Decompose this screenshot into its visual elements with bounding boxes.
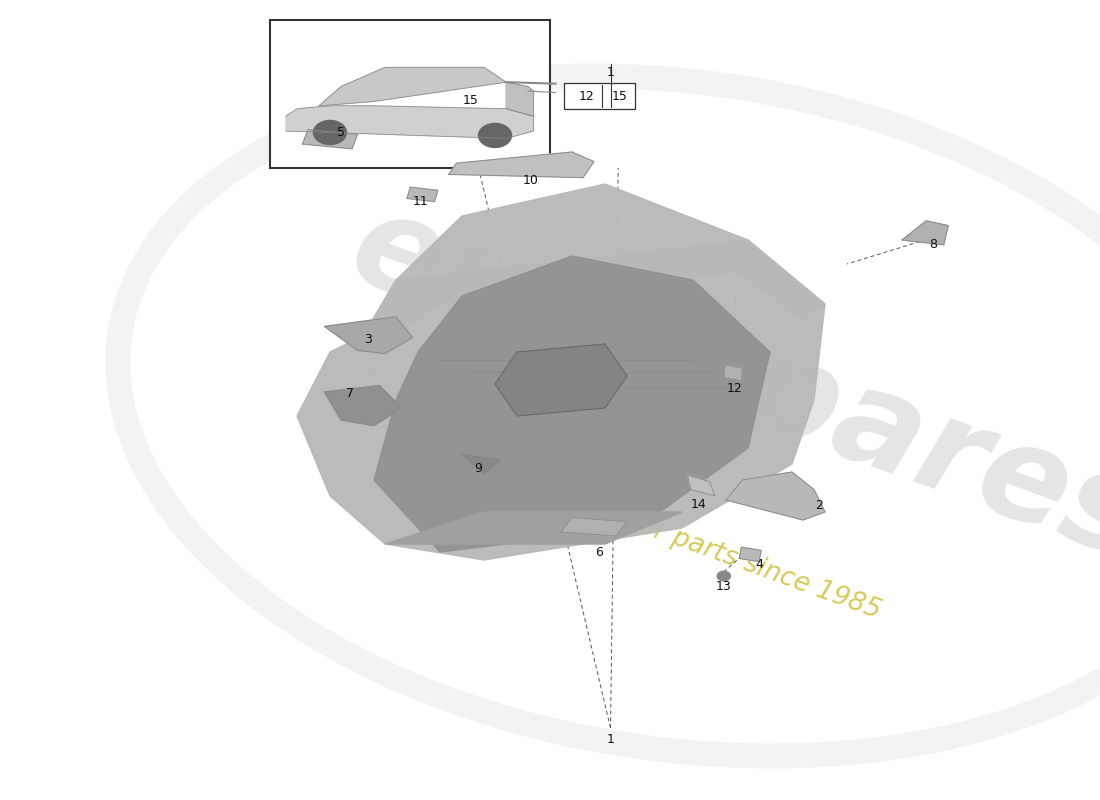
Text: 12: 12 [727,382,742,394]
Circle shape [314,121,346,145]
Text: 12: 12 [579,90,594,102]
Polygon shape [374,256,770,552]
Text: 5: 5 [337,126,345,138]
Polygon shape [407,187,438,202]
Polygon shape [319,67,506,106]
Text: a passion for parts since 1985: a passion for parts since 1985 [502,464,884,624]
Text: 14: 14 [691,498,706,510]
Polygon shape [724,365,743,381]
Text: 3: 3 [364,333,373,346]
Text: 11: 11 [412,195,428,208]
Text: 8: 8 [928,238,937,250]
Polygon shape [449,152,594,178]
Polygon shape [363,240,825,336]
Polygon shape [739,547,761,562]
Polygon shape [902,221,948,245]
Text: 6: 6 [595,546,604,558]
Polygon shape [561,518,627,536]
Text: 7: 7 [345,387,354,400]
Circle shape [717,571,730,581]
Circle shape [478,123,512,147]
Text: 4: 4 [755,558,763,570]
Polygon shape [726,472,825,520]
FancyBboxPatch shape [564,83,635,109]
Polygon shape [495,344,627,416]
Text: 15: 15 [612,90,627,102]
Text: 9: 9 [474,462,483,474]
Polygon shape [324,386,402,426]
Text: eurospares: eurospares [334,182,1100,586]
Text: 15: 15 [463,94,478,106]
Polygon shape [462,454,501,474]
Text: 2: 2 [815,499,824,512]
Polygon shape [385,512,682,544]
Polygon shape [688,475,715,496]
Text: 13: 13 [716,580,732,593]
Polygon shape [286,106,534,138]
Text: 1: 1 [606,66,615,78]
Polygon shape [506,82,534,116]
Polygon shape [302,130,358,149]
Polygon shape [297,184,825,560]
Bar [270,20,550,168]
Polygon shape [324,317,412,354]
Text: 10: 10 [522,174,538,186]
Text: 1: 1 [606,733,615,746]
